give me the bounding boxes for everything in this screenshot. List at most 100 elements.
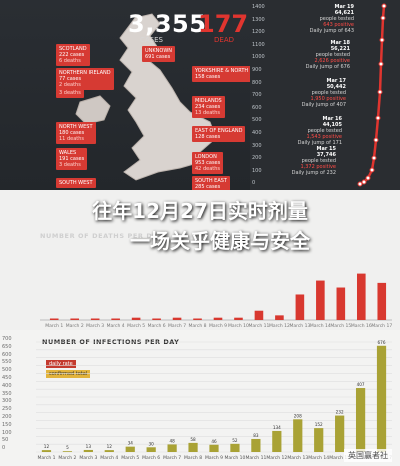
total-cases: 3,355 [128,10,207,38]
infections-x-label: March 4 [100,455,118,461]
infections-value-label: 152 [315,422,323,427]
infections-x-label: March 9 [205,455,223,461]
infections-y-tick: 300 [2,398,12,405]
infections-bar [209,444,219,452]
infections-value-label: 5 [66,445,69,450]
cumulative-line [357,3,387,187]
line-y-tick: 1400 [252,4,265,10]
infections-y-tick: 50 [2,437,9,444]
line-y-tick: 1300 [252,16,265,23]
infections-bar [104,450,114,452]
infections-value-label: 208 [294,413,302,418]
deaths-x-label: March 13 [289,323,310,329]
deaths-bar [254,310,264,320]
infections-bar [125,446,135,452]
deaths-bar [111,318,120,320]
deaths-x-label: March 16 [351,323,372,329]
deaths-bar [275,315,284,320]
deaths-bar [377,282,387,320]
line-point [378,61,384,67]
infections-x-label: March 6 [142,455,160,461]
deaths-x-label: March 14 [310,323,331,329]
deaths-x-label: March 2 [66,323,84,329]
deaths-bar [70,318,80,320]
infections-x-label: March 10 [225,455,246,461]
legend-confirmed-total: confirmed total [46,370,91,378]
line-y-tick: 900 [252,67,262,73]
infections-bar [293,419,303,452]
line-chart-y-axis: 1400 1300 1200 1100 1000 900 800 700 600 500 400 30… [252,0,270,190]
deaths-bar [172,317,182,320]
article-title-line1: 往年12月27日实时剂量 [92,199,308,223]
line-y-tick: 500 [252,117,262,124]
deaths-x-label: March 12 [269,323,290,329]
infections-bar [188,442,198,452]
deaths-bar [316,280,325,320]
infections-value-label: 232 [336,410,344,415]
infections-bar [83,449,93,452]
infections-y-tick: 600 [2,351,12,358]
deaths-bar [90,318,100,320]
line-y-tick: 1000 [252,54,265,61]
callout-mar18: Mar 18 56,221 people tested 2,626 positi… [305,40,350,70]
deaths-bar [234,317,243,320]
region-label-north-west: NORTH WEST 180 cases 11 deaths [56,122,96,144]
article-title-line2: 一场关乎健康与安全 [130,229,310,253]
line-y-tick: 200 [252,155,262,162]
infections-value-label: 83 [253,433,259,438]
infections-y-tick: 0 [2,445,6,452]
infections-y-axis: 700 650 600 550 500 450 400 350 300 250 200 150 100 5… [2,336,26,453]
deaths-bar [356,273,366,320]
infections-x-label: March 5 [121,455,139,461]
infections-bar [272,430,282,452]
infections-y-tick: 450 [2,374,12,381]
line-y-tick: 1100 [252,41,265,48]
infections-y-tick: 150 [2,421,12,428]
deaths-x-label: March 7 [168,323,186,329]
infections-bar [376,345,387,452]
deaths-bar [49,318,59,320]
infections-y-tick: 100 [2,429,12,436]
legend-daily-rate: daily rate [46,360,76,368]
line-point [361,179,367,185]
infections-value-label: 12 [107,444,113,449]
line-y-tick: 600 [252,104,262,111]
infections-value-label: 134 [273,425,281,430]
line-y-tick: 1200 [252,29,265,36]
infections-bar [314,428,324,452]
deaths-x-label: March 15 [330,323,351,329]
infections-bar [62,451,73,452]
deaths-x-label: March 6 [148,323,166,329]
region-label-south-east: SOUTH EAST 285 cases [192,176,230,190]
region-label-scotland: SCOTLAND 222 cases 6 deaths [56,44,90,66]
infections-value-label: 12 [44,444,50,449]
dead-label: DEAD [214,36,234,44]
infections-value-label: 34 [128,441,134,446]
line-point [371,155,377,161]
deaths-x-label: March 5 [127,323,145,329]
top-infographic: 3,355 CASES 177 DEAD SCOTLAND 222 cases … [0,0,400,190]
infections-bar [230,443,240,452]
infections-value-label: 30 [149,441,155,446]
region-label-wales: WALES 191 cases 3 deaths [56,148,88,170]
line-point [377,89,383,95]
deaths-x-label: March 11 [249,323,270,329]
line-y-tick: 800 [252,79,262,86]
total-dead: 177 [198,10,249,38]
line-point [357,181,363,187]
infections-x-label: March 13 [287,455,308,461]
line-point [381,3,387,9]
region-label-deaths: 3 deaths [56,88,84,98]
cumulative-line-chart: 1400 1300 1200 1100 1000 900 800 700 600 500 400 30… [250,0,400,190]
infections-x-label: March 11 [245,455,266,461]
infections-y-tick: 250 [2,406,12,413]
deaths-bar-chart: March 1 March 2 March 3 March 4 March 5 March… [40,273,392,329]
deaths-x-label: March 1 [45,323,63,329]
callout-mar15: Mar 15 37,746 people tested 1,372 positi… [291,146,336,176]
deaths-bar [336,287,346,320]
infections-y-tick: 200 [2,413,12,420]
infections-x-label: March 7 [163,455,181,461]
deaths-x-label: March 17 [371,323,392,329]
infections-per-day-panel: NUMBER OF INFECTIONS PER DAY daily rate … [0,330,400,466]
